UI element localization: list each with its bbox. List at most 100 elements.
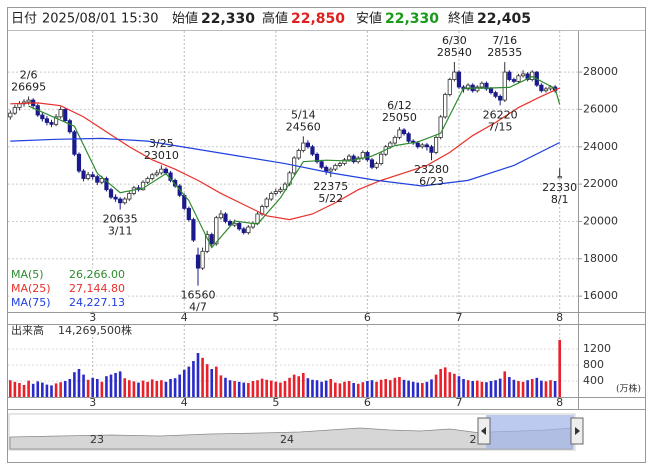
candle-body [502, 71, 507, 101]
volume-bar [114, 373, 117, 397]
volume-bar [384, 379, 388, 397]
candle-body [324, 166, 329, 172]
annotation-value: 24560 [286, 120, 321, 133]
candle-body [543, 88, 549, 92]
candle-body [58, 109, 63, 118]
volume-bar [434, 374, 438, 397]
candle-body [44, 118, 50, 123]
volume-bar [63, 381, 67, 397]
volume-bar [457, 376, 461, 397]
volume-bar [95, 379, 99, 397]
volume-bar [324, 380, 328, 397]
candle-body [351, 155, 356, 163]
volume-bar [540, 380, 543, 397]
x-tick-label: 6 [364, 396, 371, 409]
volume-bar [215, 366, 218, 397]
candle-body [557, 176, 562, 179]
volume-bar [196, 353, 200, 397]
candle-body [227, 221, 233, 226]
candle-body [493, 92, 498, 97]
candle-body [466, 84, 471, 90]
volume-bar [82, 374, 85, 397]
x-tick-label: 7 [455, 311, 462, 324]
volume-bar [187, 366, 191, 397]
low-value: 22,330 [385, 11, 439, 27]
volume-bar [260, 378, 264, 397]
candle-body [209, 234, 214, 245]
legend-name: MA(25) [11, 282, 51, 295]
y-tick-label: 24000 [583, 140, 618, 153]
candle-body [456, 71, 462, 88]
volume-bar [288, 377, 291, 397]
y-tick-label: 20000 [583, 214, 618, 227]
volume-bar [224, 377, 227, 397]
close-value: 22,405 [477, 11, 531, 27]
volume-bar [407, 380, 410, 397]
volume-bar [182, 369, 186, 397]
volume-bar [411, 381, 415, 397]
volume-bar [535, 377, 539, 397]
navigator-window[interactable] [486, 415, 574, 449]
volume-total: 14,269,500株 [58, 323, 132, 337]
volume-bar [352, 383, 355, 397]
candle-body [369, 159, 375, 168]
annotation-value: 20635 [103, 213, 138, 226]
candle-body [319, 161, 324, 168]
candle-body [104, 178, 109, 191]
candle-body [346, 155, 352, 161]
volume-bar [59, 382, 62, 397]
annotation-date: 2/6 [20, 68, 38, 81]
volume-bar [77, 369, 81, 397]
y-tick-label: 26000 [583, 102, 618, 115]
candle-body [475, 86, 480, 92]
volume-bar [164, 381, 168, 397]
candle-body [67, 120, 72, 133]
x-tick-label: 7 [455, 396, 462, 409]
volume-bar [549, 380, 552, 397]
candle-body [76, 153, 82, 172]
volume-bar [448, 372, 452, 397]
candle-body [95, 176, 100, 183]
y-tick-label: 16000 [583, 289, 618, 302]
candle-body [401, 129, 407, 135]
annotation-date: 7/16 [492, 34, 517, 47]
volume-bar [366, 381, 369, 397]
datetime: 2025/08/01 15:30 [42, 12, 159, 27]
volume-bar [27, 380, 30, 397]
volume-bar [169, 379, 172, 397]
annotation-value: 22375 [313, 180, 348, 193]
annotation-value: 23280 [414, 163, 449, 176]
navigator[interactable]: 23 24 2 [8, 413, 584, 451]
open-value: 22,330 [201, 11, 255, 27]
volume-bar [118, 371, 122, 397]
volume-bar [347, 381, 351, 397]
candle-body [498, 95, 503, 101]
volume-bar [13, 381, 17, 397]
volume-bar [475, 380, 479, 397]
y-tick-label: 22000 [583, 177, 618, 190]
volume-bar [425, 381, 429, 397]
volume-bar [54, 383, 58, 397]
volume-bar [205, 364, 209, 397]
open-label: 始値 [172, 11, 198, 27]
volume-bar [302, 373, 305, 397]
volume-bar [320, 381, 323, 397]
volume-bar [553, 381, 557, 397]
high-label: 高値 [262, 11, 288, 27]
volume-bar [210, 369, 214, 397]
annotation-value: 16560 [181, 289, 216, 302]
legend-name: MA(75) [11, 296, 51, 309]
candle-body [374, 163, 379, 168]
x-tick-label: 8 [556, 396, 563, 409]
volume-bar [311, 379, 314, 397]
volume-bar [503, 371, 507, 397]
volume-bar [521, 381, 525, 397]
candle-body [539, 84, 544, 92]
y-tick-label: 1200 [583, 342, 611, 355]
annotation-date: 3/25 [149, 137, 174, 150]
volume-bar [494, 380, 497, 397]
unit-label: (万株) [616, 383, 641, 395]
annotation-date: 5/14 [291, 108, 316, 121]
candle-body [520, 73, 526, 77]
candle-body [429, 146, 434, 153]
